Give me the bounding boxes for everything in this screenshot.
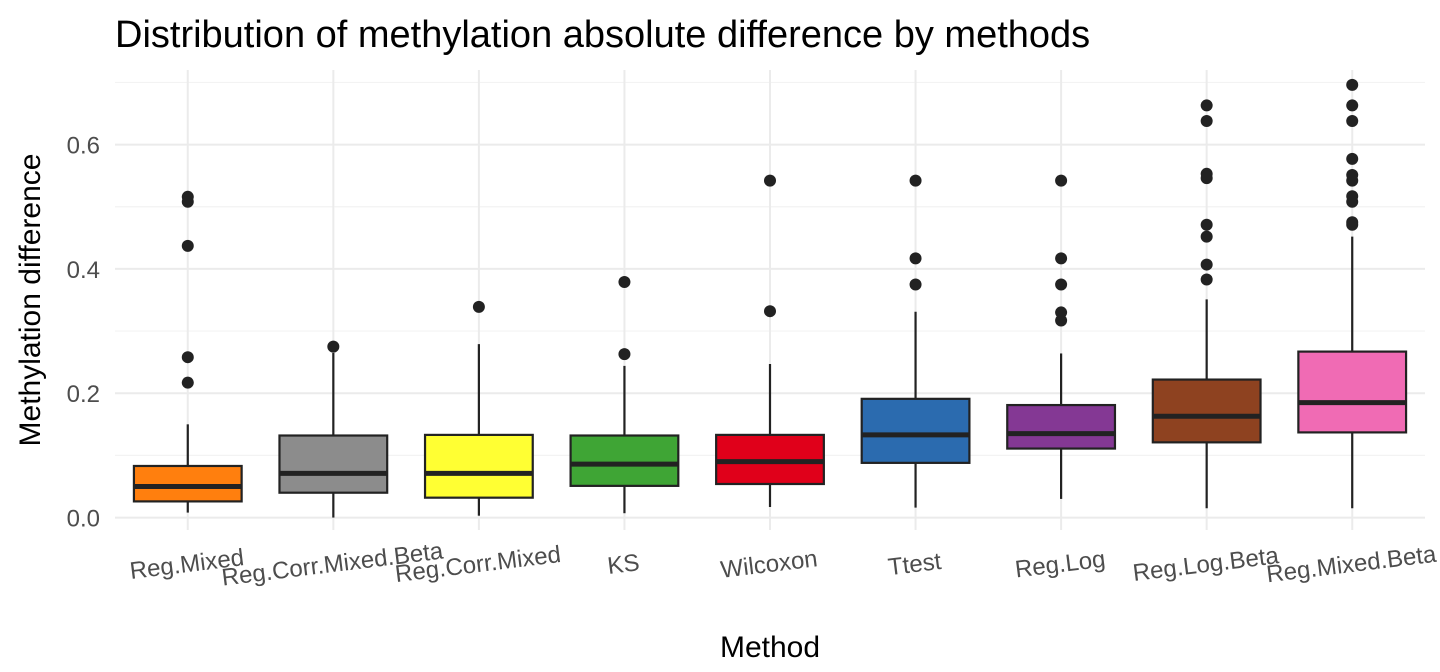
box-group [423,300,534,516]
outlier-point [618,275,631,288]
box-group [1006,174,1117,499]
y-tick-label: 0.4 [67,257,100,284]
box-group [715,174,825,507]
x-tick-label: Reg.Log.Beta [1131,542,1281,587]
x-tick-label: Ttest [887,548,944,581]
x-axis-title: Method [720,631,820,664]
box-group [1297,78,1408,509]
outlier-point [618,348,631,361]
y-axis-ticks: 0.0 0.2 0.4 0.6 [67,133,100,533]
box [278,434,389,494]
outlier-point [909,278,922,291]
outlier-point [1200,230,1213,243]
outlier-point [1200,258,1213,271]
box-group [1151,99,1262,509]
box [1006,403,1117,450]
x-tick-label: Wilcoxon [719,545,819,584]
outlier-point [909,252,922,265]
chart-title: Distribution of methylation absolute dif… [115,14,1090,56]
outlier-point [1055,174,1068,187]
outlier-point [1055,278,1068,291]
box-group [569,275,680,514]
outlier-point [181,376,194,389]
boxes [132,78,1408,518]
outlier-point [181,239,194,252]
outlier-point [181,351,194,364]
outlier-point [1200,218,1213,231]
box [1151,378,1262,444]
box [132,464,243,503]
outlier-point [1200,99,1213,112]
outlier-point [1055,306,1068,319]
y-tick-label: 0.0 [67,506,100,533]
outlier-point [1346,99,1359,112]
outlier-point [327,340,340,353]
y-tick-label: 0.6 [67,133,100,160]
x-tick-label: Reg.Log [1014,546,1107,584]
outlier-point [1346,78,1359,91]
outlier-point [1346,190,1359,203]
outlier-point [1346,169,1359,182]
box [860,397,971,464]
outlier-point [472,300,485,313]
outlier-point [1346,216,1359,229]
y-tick-label: 0.2 [67,381,100,408]
outlier-point [1055,252,1068,265]
outlier-point [1346,114,1359,127]
box [1297,350,1408,434]
outlier-point [909,174,922,187]
box [423,433,534,499]
outlier-point [764,174,776,187]
outlier-point [764,305,776,318]
box-group [132,190,243,513]
outlier-point [1200,273,1213,286]
y-axis-title: Methylation difference [14,154,47,447]
outlier-point [181,190,194,203]
x-tick-label: KS [606,549,641,580]
x-tick-label: Reg.Mixed.Beta [1265,541,1438,589]
outlier-point [1200,114,1213,127]
box [569,434,680,487]
x-axis-ticks: Reg.MixedReg.Corr.Mixed.BetaReg.Corr.Mix… [128,538,1438,592]
box-group [860,174,971,508]
box-group [278,340,389,518]
outlier-point [1200,167,1213,180]
outlier-point [1346,152,1359,165]
